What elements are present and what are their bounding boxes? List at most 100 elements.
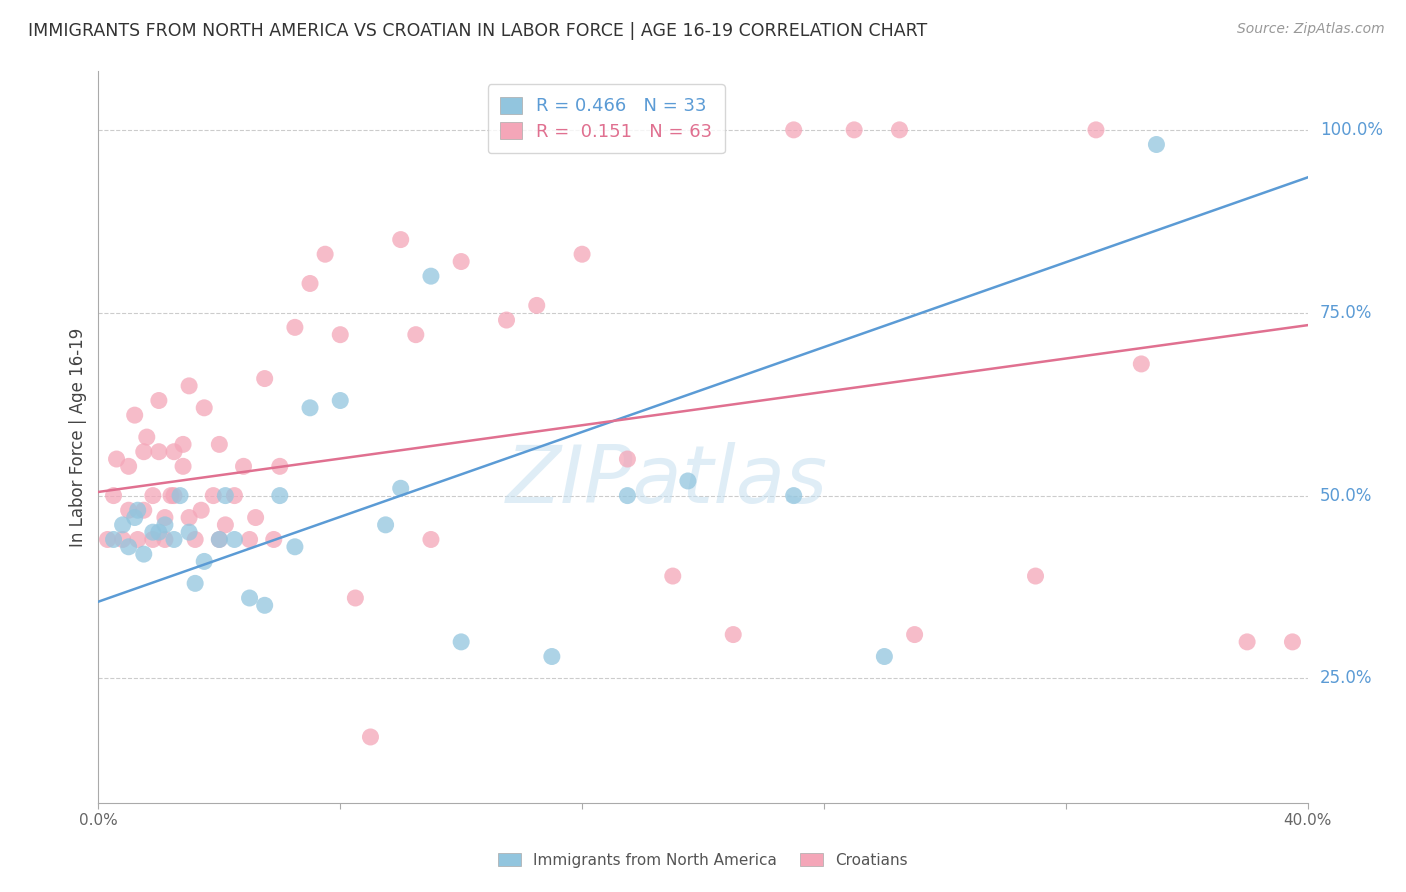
- Point: [360, 730, 382, 744]
- Point: [208, 437, 231, 451]
- Point: [721, 627, 744, 641]
- Text: 50.0%: 50.0%: [1320, 487, 1372, 505]
- Point: [526, 298, 548, 312]
- Point: [419, 269, 441, 284]
- Point: [163, 533, 186, 547]
- Point: [132, 547, 155, 561]
- Point: [329, 327, 352, 342]
- Point: [153, 533, 176, 547]
- Point: [193, 554, 215, 568]
- Point: [495, 313, 517, 327]
- Point: [299, 277, 322, 291]
- Point: [96, 533, 118, 547]
- Point: [118, 459, 141, 474]
- Point: [1281, 635, 1303, 649]
- Legend: Immigrants from North America, Croatians: Immigrants from North America, Croatians: [491, 845, 915, 875]
- Point: [1130, 357, 1153, 371]
- Point: [873, 649, 896, 664]
- Point: [344, 591, 367, 605]
- Y-axis label: In Labor Force | Age 16-19: In Labor Force | Age 16-19: [69, 327, 87, 547]
- Text: 25.0%: 25.0%: [1320, 670, 1372, 688]
- Point: [177, 379, 201, 393]
- Point: [190, 503, 212, 517]
- Point: [844, 123, 866, 137]
- Point: [253, 371, 276, 385]
- Text: Source: ZipAtlas.com: Source: ZipAtlas.com: [1237, 22, 1385, 37]
- Point: [782, 489, 804, 503]
- Point: [889, 123, 911, 137]
- Point: [103, 533, 125, 547]
- Point: [214, 489, 236, 503]
- Point: [904, 627, 927, 641]
- Point: [389, 233, 412, 247]
- Point: [103, 489, 125, 503]
- Point: [184, 533, 207, 547]
- Point: [389, 481, 412, 495]
- Point: [135, 430, 157, 444]
- Point: [224, 533, 246, 547]
- Point: [263, 533, 285, 547]
- Point: [142, 525, 165, 540]
- Point: [450, 254, 472, 268]
- Point: [239, 591, 262, 605]
- Point: [142, 489, 165, 503]
- Point: [153, 517, 176, 532]
- Point: [571, 247, 593, 261]
- Point: [127, 533, 149, 547]
- Point: [153, 510, 176, 524]
- Point: [616, 489, 638, 503]
- Point: [269, 489, 291, 503]
- Point: [329, 393, 352, 408]
- Text: 75.0%: 75.0%: [1320, 304, 1372, 322]
- Point: [177, 525, 201, 540]
- Point: [405, 327, 427, 342]
- Point: [105, 452, 128, 467]
- Point: [169, 489, 191, 503]
- Point: [1024, 569, 1046, 583]
- Point: [208, 533, 231, 547]
- Point: [127, 503, 149, 517]
- Point: [172, 459, 194, 474]
- Point: [314, 247, 336, 261]
- Point: [419, 533, 441, 547]
- Point: [374, 517, 396, 532]
- Point: [172, 437, 194, 451]
- Point: [269, 459, 291, 474]
- Point: [214, 517, 236, 532]
- Point: [193, 401, 215, 415]
- Point: [132, 444, 155, 458]
- Point: [142, 533, 165, 547]
- Point: [148, 525, 170, 540]
- Point: [782, 123, 804, 137]
- Point: [148, 393, 170, 408]
- Point: [111, 517, 134, 532]
- Legend: R = 0.466   N = 33, R =  0.151   N = 63: R = 0.466 N = 33, R = 0.151 N = 63: [488, 84, 725, 153]
- Point: [163, 444, 186, 458]
- Point: [202, 489, 225, 503]
- Point: [124, 510, 146, 524]
- Text: 100.0%: 100.0%: [1320, 121, 1382, 139]
- Point: [661, 569, 683, 583]
- Point: [232, 459, 254, 474]
- Point: [160, 489, 183, 503]
- Point: [1236, 635, 1258, 649]
- Point: [1085, 123, 1108, 137]
- Point: [118, 540, 141, 554]
- Point: [676, 474, 699, 488]
- Point: [132, 503, 155, 517]
- Point: [118, 503, 141, 517]
- Point: [299, 401, 322, 415]
- Text: ZIPatlas: ZIPatlas: [506, 442, 828, 520]
- Point: [450, 635, 472, 649]
- Point: [208, 533, 231, 547]
- Point: [124, 408, 146, 422]
- Point: [284, 540, 307, 554]
- Point: [111, 533, 134, 547]
- Point: [616, 452, 638, 467]
- Text: IMMIGRANTS FROM NORTH AMERICA VS CROATIAN IN LABOR FORCE | AGE 16-19 CORRELATION: IMMIGRANTS FROM NORTH AMERICA VS CROATIA…: [28, 22, 928, 40]
- Point: [163, 489, 186, 503]
- Point: [284, 320, 307, 334]
- Point: [224, 489, 246, 503]
- Point: [540, 649, 562, 664]
- Point: [245, 510, 267, 524]
